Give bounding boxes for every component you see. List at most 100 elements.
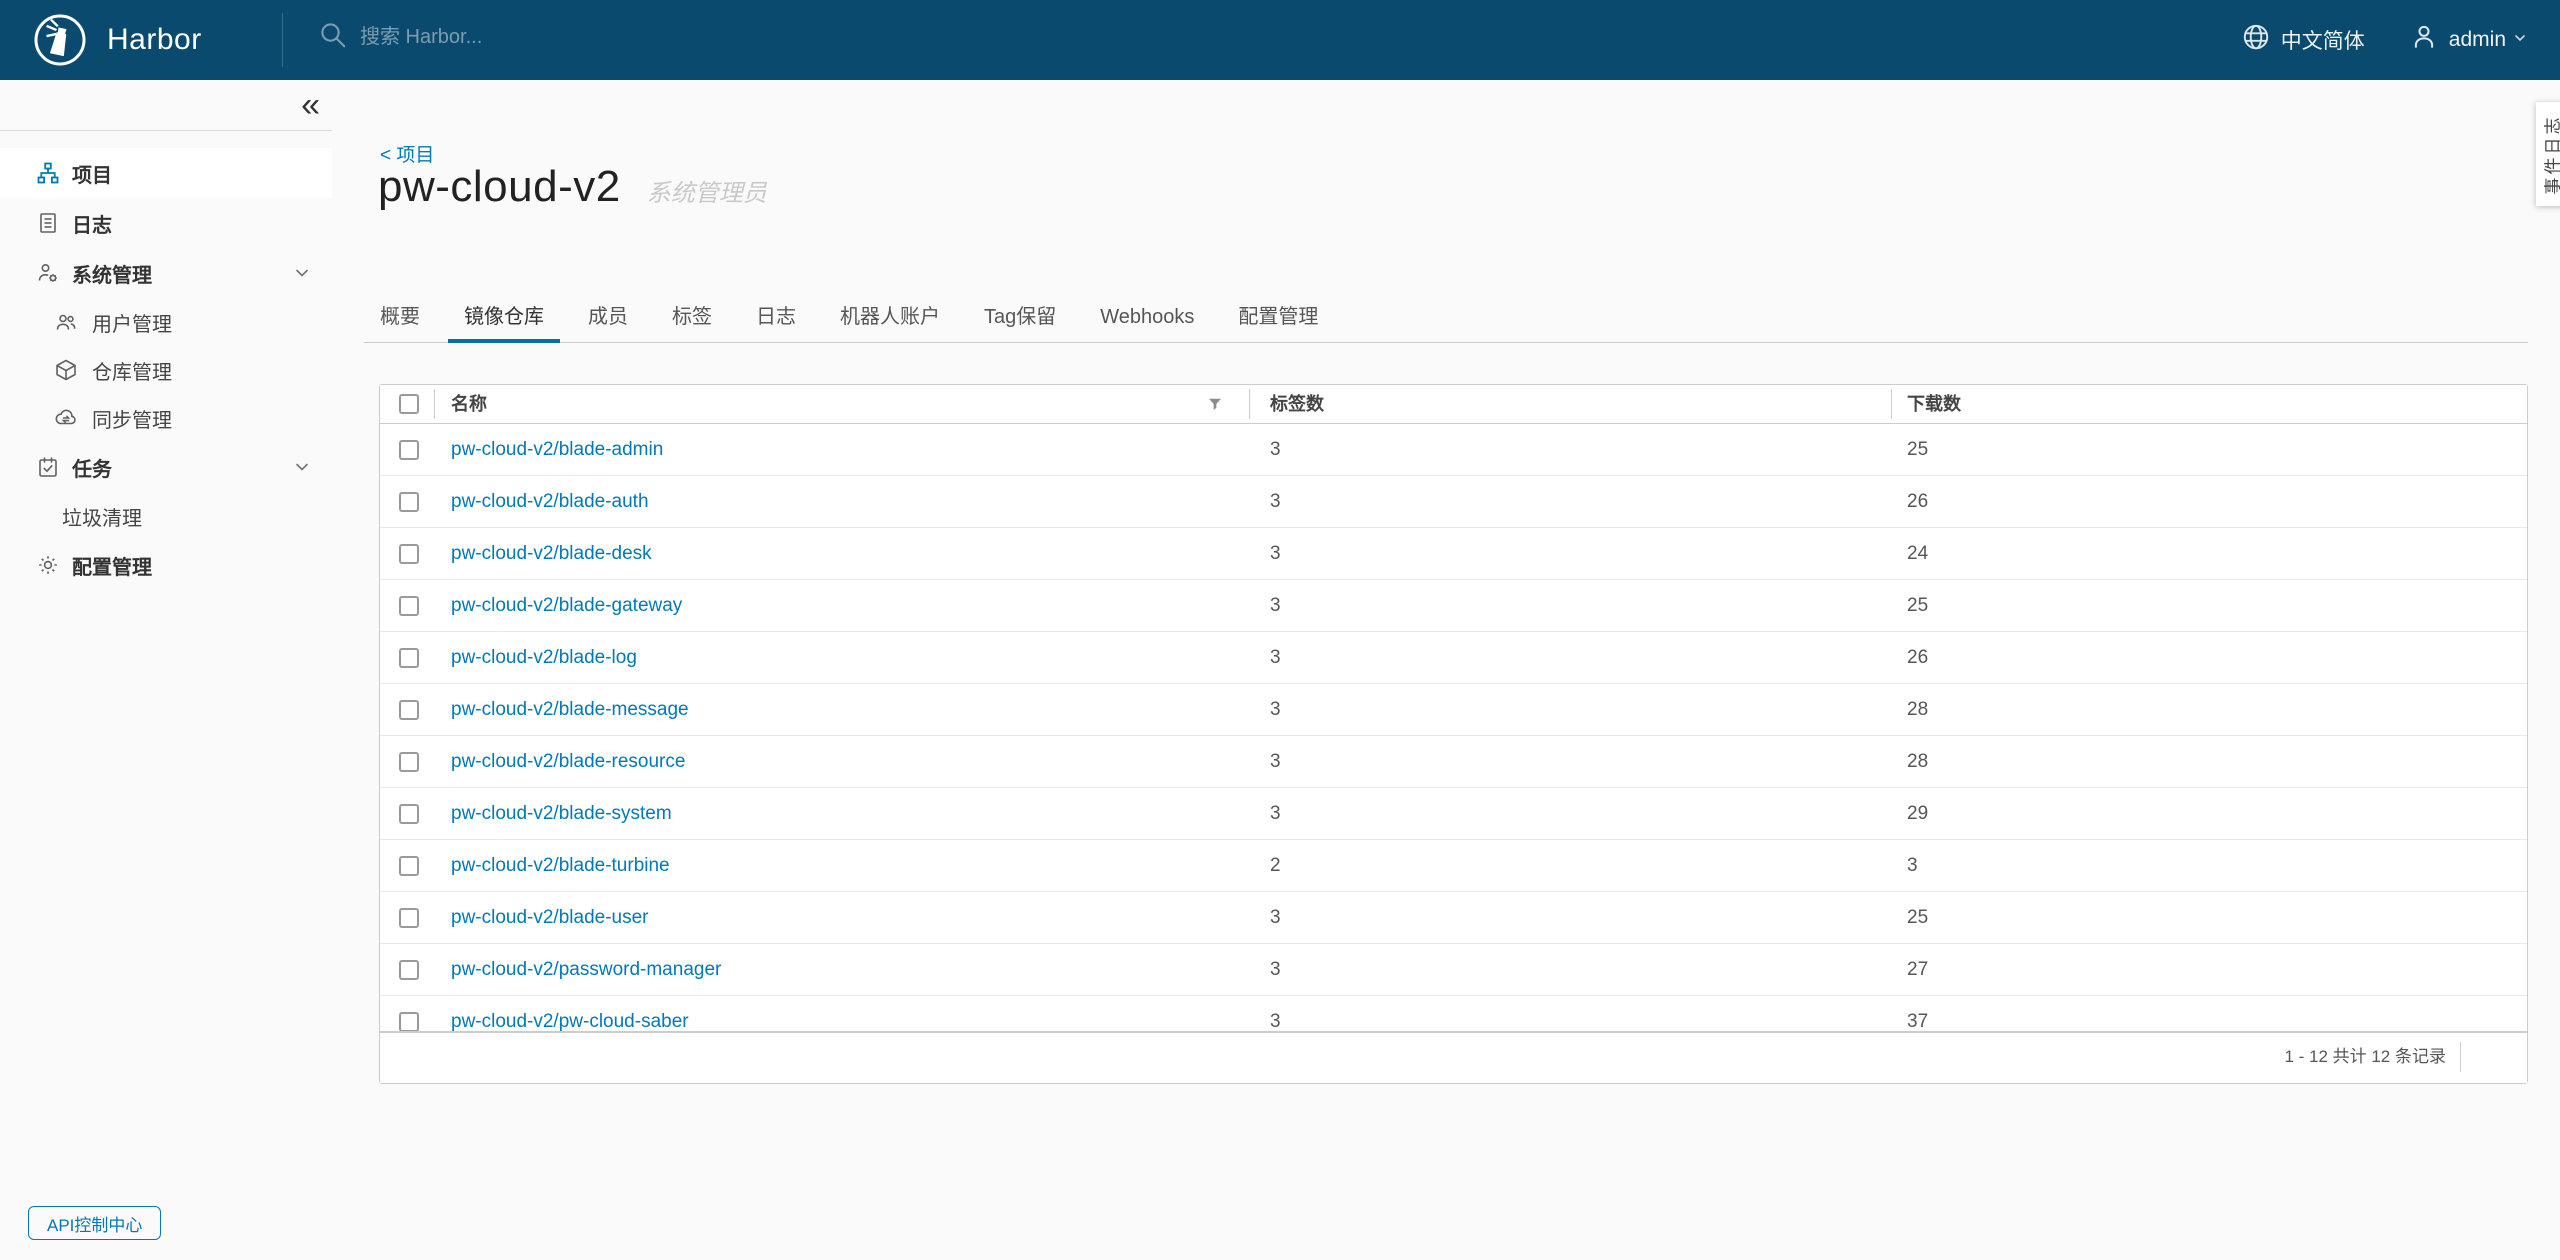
row-checkbox[interactable] (399, 647, 419, 668)
users-icon (54, 310, 78, 334)
column-divider (1891, 389, 1892, 419)
tab-tag-retention[interactable]: Tag保留 (984, 306, 1057, 328)
table-row: pw-cloud-v2/blade-desk 3 24 (380, 528, 2527, 580)
repository-link[interactable]: pw-cloud-v2/blade-system (451, 803, 672, 824)
repository-link[interactable]: pw-cloud-v2/pw-cloud-saber (451, 1011, 689, 1032)
pagination-range: 1 - 12 共计 12 条记录 (2284, 1047, 2446, 1066)
sidebar-item-user-management[interactable]: 用户管理 (0, 298, 332, 346)
sidebar-item-configuration[interactable]: 配置管理 (0, 540, 332, 590)
tab-webhooks[interactable]: Webhooks (1100, 306, 1195, 328)
chevron-down-icon (2506, 28, 2528, 52)
sidebar-item-label: 用户管理 (92, 313, 172, 336)
column-divider (1249, 389, 1250, 419)
pulls-count: 29 (1907, 803, 1929, 824)
page-title-row: pw-cloud-v2 系统管理员 (378, 162, 767, 212)
sidebar-item-tasks[interactable]: 任务 (0, 442, 332, 492)
gear-icon (36, 553, 60, 577)
tasks-icon (36, 455, 60, 479)
tab-members[interactable]: 成员 (588, 306, 628, 328)
pulls-count: 25 (1907, 439, 1929, 460)
tab-robot-accounts[interactable]: 机器人账户 (840, 306, 940, 328)
tags-count: 3 (1270, 803, 1281, 824)
user-menu[interactable]: admin (2409, 22, 2528, 58)
table-row: pw-cloud-v2/blade-admin 3 25 (380, 424, 2527, 476)
chevron-down-icon[interactable] (292, 263, 312, 283)
funnel-icon[interactable] (1206, 395, 1224, 418)
sidebar: « 项目 日志 系统管理用户管理仓库管理 同步管理任务垃圾清理配置管理 API控制中心 (0, 80, 333, 1260)
row-checkbox[interactable] (399, 1011, 419, 1032)
search-input[interactable] (358, 25, 782, 50)
repository-link[interactable]: pw-cloud-v2/blade-user (451, 907, 649, 928)
repository-link[interactable]: pw-cloud-v2/blade-desk (451, 543, 652, 564)
row-checkbox[interactable] (399, 491, 419, 512)
repository-link[interactable]: pw-cloud-v2/blade-gateway (451, 595, 683, 616)
row-checkbox[interactable] (399, 595, 419, 616)
repository-link[interactable]: pw-cloud-v2/blade-turbine (451, 855, 670, 876)
replication-icon (54, 406, 78, 430)
project-tabs: 概要 镜像仓库 成员 标签 日志 机器人账户 Tag保留 Webhooks 配置管理 (364, 294, 2528, 343)
sidebar-items: 项目 日志 系统管理用户管理仓库管理 同步管理任务垃圾清理配置管理 (0, 148, 332, 590)
repository-link[interactable]: pw-cloud-v2/blade-resource (451, 751, 686, 772)
row-checkbox[interactable] (399, 803, 419, 824)
row-checkbox[interactable] (399, 907, 419, 928)
sidebar-item-registry-management[interactable]: 仓库管理 (0, 346, 332, 394)
row-checkbox[interactable] (399, 699, 419, 720)
table-row: pw-cloud-v2/blade-auth 3 26 (380, 476, 2527, 528)
tab-repositories[interactable]: 镜像仓库 (448, 294, 560, 343)
column-header-tags[interactable]: 标签数 (1270, 394, 1324, 414)
select-all-checkbox[interactable] (399, 394, 419, 414)
pulls-count: 3 (1907, 855, 1918, 876)
pulls-count: 28 (1907, 699, 1929, 720)
column-header-pulls[interactable]: 下载数 (1907, 394, 1961, 414)
globe-icon (2241, 22, 2271, 58)
sidebar-item-system-management[interactable]: 系统管理 (0, 248, 332, 298)
sidebar-collapse-row: « (0, 80, 332, 131)
tab-configuration[interactable]: 配置管理 (1238, 306, 1319, 328)
row-checkbox[interactable] (399, 959, 419, 980)
table-row: pw-cloud-v2/blade-system 3 29 (380, 788, 2527, 840)
sidebar-item-projects[interactable]: 项目 (0, 148, 332, 198)
project-role-badge: 系统管理员 (646, 180, 767, 207)
system-admin-icon (36, 261, 60, 285)
row-checkbox[interactable] (399, 855, 419, 876)
table-row: pw-cloud-v2/blade-log 3 26 (380, 632, 2527, 684)
sidebar-item-logs[interactable]: 日志 (0, 198, 332, 248)
pulls-count: 25 (1907, 907, 1929, 928)
pulls-count: 37 (1907, 1011, 1929, 1032)
row-checkbox[interactable] (399, 543, 419, 564)
user-icon (2409, 22, 2439, 58)
sidebar-item-garbage-collection[interactable]: 垃圾清理 (0, 492, 332, 540)
search-icon (318, 20, 348, 55)
sidebar-item-replication-management[interactable]: 同步管理 (0, 394, 332, 442)
top-navbar: Harbor 中文简体 (0, 0, 2560, 80)
repository-link[interactable]: pw-cloud-v2/blade-auth (451, 491, 649, 512)
brand[interactable]: Harbor (33, 13, 202, 67)
sidebar-item-label: 垃圾清理 (62, 507, 142, 530)
tab-labels[interactable]: 标签 (672, 306, 712, 328)
navbar-divider (282, 13, 283, 67)
column-header-name[interactable]: 名称 (451, 394, 487, 414)
tags-count: 3 (1270, 1011, 1281, 1032)
back-to-projects-link[interactable]: < 项目 (380, 145, 435, 166)
table-row: pw-cloud-v2/blade-gateway 3 25 (380, 580, 2527, 632)
tags-count: 3 (1270, 699, 1281, 720)
tab-summary[interactable]: 概要 (380, 306, 420, 328)
repository-link[interactable]: pw-cloud-v2/blade-log (451, 647, 637, 668)
tab-logs[interactable]: 日志 (756, 306, 796, 328)
row-checkbox[interactable] (399, 439, 419, 460)
table-row: pw-cloud-v2/blade-message 3 28 (380, 684, 2527, 736)
api-explorer-button[interactable]: API控制中心 (28, 1206, 162, 1240)
language-switcher[interactable]: 中文简体 (2241, 22, 2365, 58)
table-header: 名称 标签数 下载数 (380, 385, 2527, 424)
row-checkbox[interactable] (399, 751, 419, 772)
project-title: pw-cloud-v2 (378, 162, 621, 211)
collapse-sidebar-icon[interactable]: « (301, 86, 320, 124)
sidebar-item-label: 任务 (72, 458, 112, 481)
repository-link[interactable]: pw-cloud-v2/password-manager (451, 959, 722, 980)
repository-link[interactable]: pw-cloud-v2/blade-admin (451, 439, 664, 460)
event-log-side-tab[interactable]: 事件日志 (2536, 102, 2560, 206)
chevron-down-icon[interactable] (292, 457, 312, 477)
global-search (318, 20, 782, 55)
repository-link[interactable]: pw-cloud-v2/blade-message (451, 699, 689, 720)
